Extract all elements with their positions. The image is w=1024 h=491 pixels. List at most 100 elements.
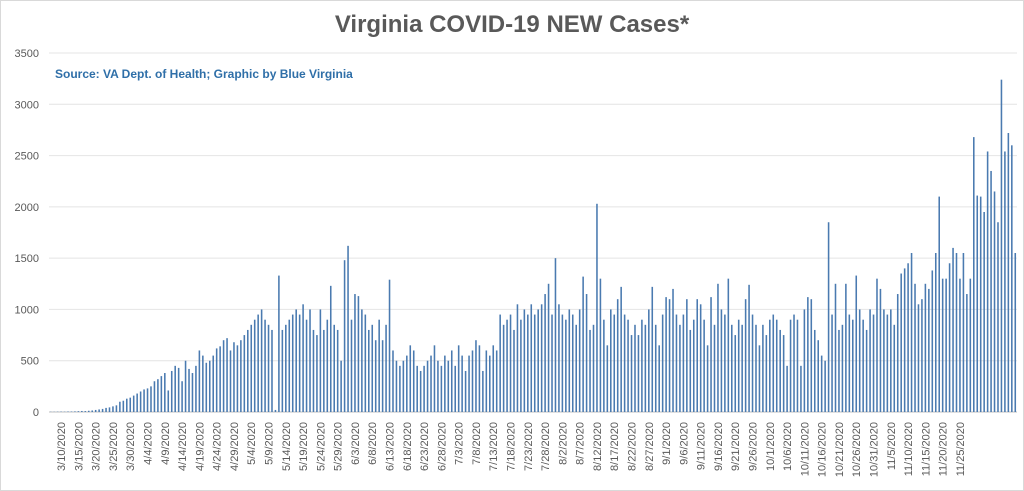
- bar: [858, 309, 861, 412]
- bar: [67, 411, 69, 412]
- x-tick-label: 9/26/2020: [748, 422, 760, 471]
- bar: [973, 137, 975, 413]
- bar: [789, 319, 792, 412]
- bar: [630, 335, 633, 412]
- bar: [236, 345, 239, 412]
- bar: [793, 314, 795, 412]
- x-tick-label: 6/18/2020: [402, 422, 414, 471]
- bar: [762, 324, 764, 412]
- y-tick-label: 500: [21, 356, 39, 368]
- bar: [215, 348, 218, 412]
- bar: [824, 360, 826, 412]
- bar: [644, 324, 647, 412]
- bar: [174, 365, 176, 412]
- x-tick-label: 3/10/2020: [56, 422, 68, 471]
- bar: [769, 319, 771, 412]
- bar: [665, 297, 667, 412]
- bar: [177, 367, 180, 412]
- bar: [222, 340, 225, 412]
- bar: [361, 309, 363, 412]
- bar: [983, 211, 985, 412]
- bar: [803, 309, 806, 412]
- bar: [565, 319, 567, 412]
- bar: [516, 304, 519, 412]
- bar: [378, 319, 380, 412]
- bar: [77, 411, 80, 412]
- bar: [471, 350, 474, 412]
- gridlines: [49, 52, 1017, 413]
- bar: [298, 314, 301, 412]
- bar: [654, 324, 657, 412]
- x-tick-label: 10/31/2020: [869, 422, 881, 477]
- bar: [986, 151, 989, 412]
- bar: [979, 196, 982, 412]
- bar: [406, 355, 408, 412]
- bar: [634, 324, 636, 412]
- x-tick-label: 11/5/2020: [886, 422, 898, 470]
- x-tick-label: 8/17/2020: [609, 422, 621, 471]
- bar: [606, 345, 609, 412]
- bar: [948, 263, 951, 412]
- bar: [807, 297, 809, 412]
- bar: [347, 245, 349, 412]
- x-tick-label: 9/21/2020: [730, 422, 742, 471]
- bar: [699, 304, 702, 412]
- bar: [381, 340, 384, 412]
- bar: [796, 319, 799, 412]
- bar: [668, 299, 671, 412]
- x-tick-label: 3/20/2020: [91, 422, 103, 471]
- bar: [883, 309, 885, 412]
- bar: [329, 285, 332, 412]
- bar: [374, 340, 377, 412]
- bar: [578, 309, 581, 412]
- bar: [523, 309, 526, 412]
- bar: [727, 278, 730, 412]
- bar: [872, 314, 875, 412]
- x-tick-label: 7/28/2020: [540, 422, 552, 471]
- bar: [454, 365, 456, 412]
- x-tick-label: 3/30/2020: [125, 422, 137, 471]
- bar: [651, 286, 654, 412]
- x-tick-label: 10/26/2020: [851, 422, 863, 477]
- chart-title: Virginia COVID-19 NEW Cases*: [334, 11, 690, 38]
- bar: [392, 350, 394, 412]
- bar: [409, 345, 412, 412]
- bar: [444, 355, 446, 412]
- bar: [679, 324, 681, 412]
- bar: [641, 319, 643, 412]
- bar: [966, 294, 968, 412]
- bar: [257, 314, 259, 412]
- bar: [786, 365, 788, 412]
- x-tick-label: 11/15/2020: [920, 422, 932, 476]
- x-tick-label: 4/14/2020: [177, 422, 189, 471]
- x-tick-label: 8/7/2020: [575, 422, 587, 465]
- bar: [250, 324, 253, 412]
- x-tick-label: 3/15/2020: [73, 422, 85, 471]
- y-axis: 0 500 1000 1500 2000 2500 3000 3500: [15, 48, 39, 419]
- bar: [1000, 79, 1003, 413]
- x-tick-label: 5/29/2020: [333, 422, 345, 471]
- x-tick-label: 7/8/2020: [471, 422, 483, 465]
- bar: [675, 314, 678, 412]
- bar: [848, 314, 851, 412]
- bar: [959, 278, 961, 412]
- bar: [831, 314, 833, 412]
- bar: [731, 324, 733, 412]
- bar: [354, 294, 356, 412]
- bar: [900, 273, 902, 412]
- bar: [827, 222, 830, 412]
- bar: [502, 324, 505, 412]
- bar: [371, 324, 374, 412]
- bar: [150, 386, 152, 412]
- bar: [896, 294, 899, 412]
- bar: [499, 314, 501, 412]
- bar: [475, 340, 477, 412]
- bar: [191, 373, 194, 412]
- bar: [395, 360, 398, 412]
- x-tick-label: 10/1/2020: [765, 422, 777, 471]
- bar: [74, 411, 76, 412]
- bar: [323, 329, 325, 412]
- bar: [686, 299, 688, 412]
- bar: [779, 329, 781, 412]
